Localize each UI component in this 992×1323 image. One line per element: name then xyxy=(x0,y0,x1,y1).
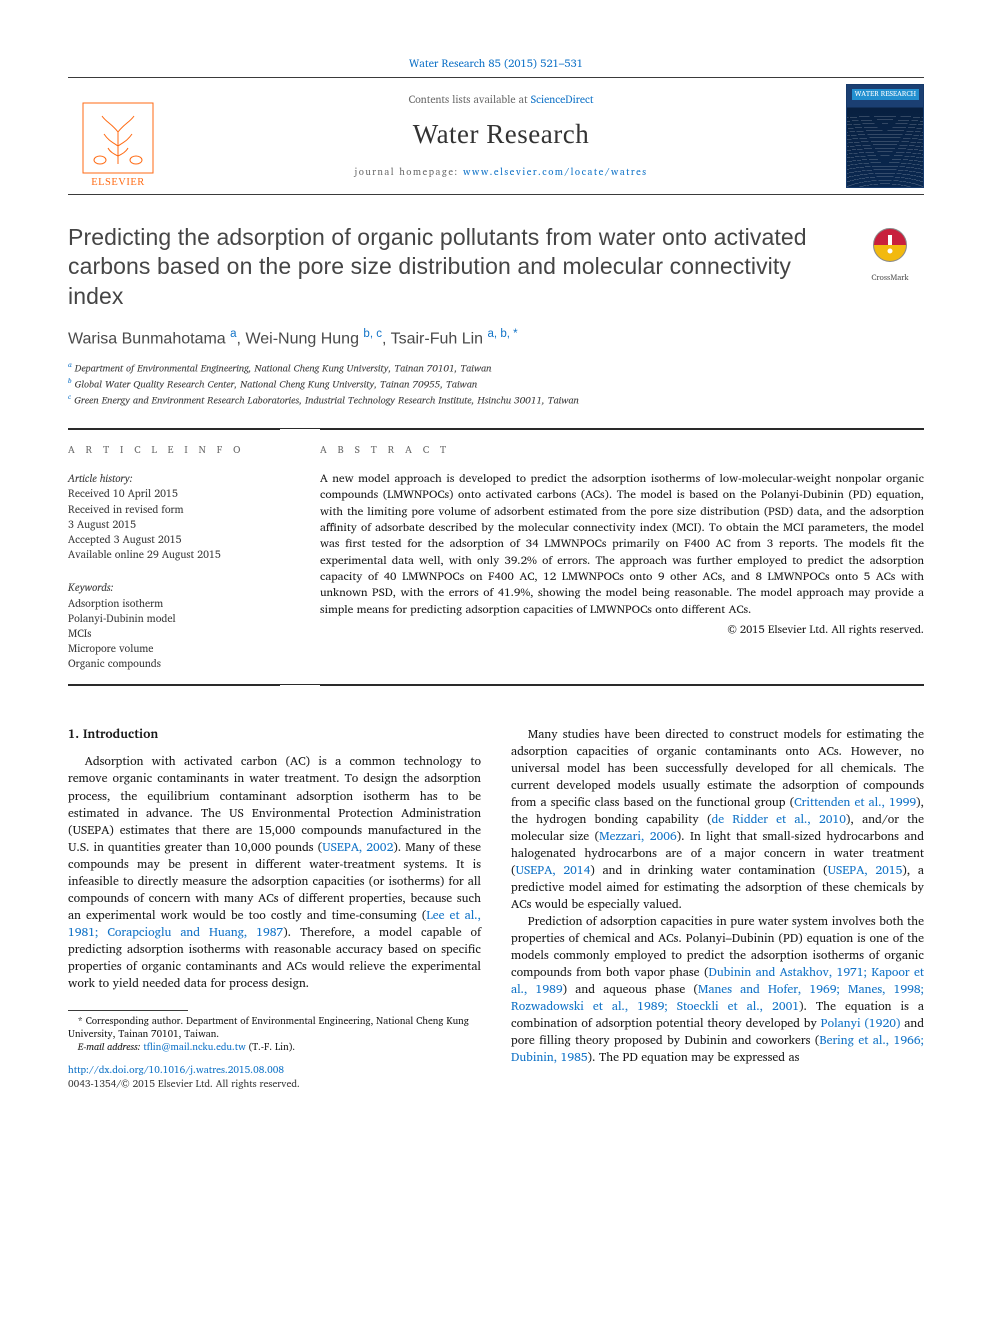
keyword: Organic compounds xyxy=(68,656,280,671)
body-paragraph: Prediction of adsorption capacities in p… xyxy=(511,913,924,1066)
journal-masthead: ELSEVIER Contents lists available at Sci… xyxy=(68,77,924,195)
contents-prefix: Contents lists available at xyxy=(409,90,531,108)
corr-email-link[interactable]: tflin@mail.ncku.edu.tw xyxy=(143,1039,245,1055)
elsevier-tree-icon xyxy=(82,102,154,174)
citation-link[interactable]: Water Research 85 (2015) 521–531 xyxy=(409,54,583,72)
issn-copyright: 0043-1354/© 2015 Elsevier Ltd. All right… xyxy=(68,1077,481,1091)
affiliations: a Department of Environmental Engineerin… xyxy=(68,360,924,407)
crossmark-badge[interactable]: CrossMark xyxy=(856,223,924,283)
section-number: 1. xyxy=(68,724,79,744)
body-paragraph: Adsorption with activated carbon (AC) is… xyxy=(68,753,481,991)
keywords-block: Keywords: Adsorption isothermPolanyi-Dub… xyxy=(68,580,280,671)
publisher-logo: ELSEVIER xyxy=(68,78,168,194)
article-info-heading: A R T I C L E I N F O xyxy=(68,444,280,458)
sciencedirect-link[interactable]: ScienceDirect xyxy=(531,90,594,108)
article-title: Predicting the adsorption of organic pol… xyxy=(68,223,840,311)
homepage-prefix: journal homepage: xyxy=(354,165,462,180)
journal-name: Water Research xyxy=(168,116,834,152)
affiliation: a Department of Environmental Engineerin… xyxy=(68,360,924,376)
crossmark-icon xyxy=(864,227,916,269)
article-history: Article history: Received 10 April 2015R… xyxy=(68,471,280,562)
abstract-text: A new model approach is developed to pre… xyxy=(320,471,924,618)
page-footer: http://dx.doi.org/10.1016/j.watres.2015.… xyxy=(68,1063,481,1091)
keyword: Polanyi-Dubinin model xyxy=(68,611,280,626)
abstract-copyright: © 2015 Elsevier Ltd. All rights reserved… xyxy=(320,622,924,637)
section-heading: 1. Introduction xyxy=(68,726,481,744)
history-line: Available online 29 August 2015 xyxy=(68,547,280,562)
section-title: Introduction xyxy=(83,724,158,744)
journal-homepage-line: journal homepage: www.elsevier.com/locat… xyxy=(168,167,834,180)
affiliation: c Green Energy and Environment Research … xyxy=(68,392,924,408)
footnotes: * Corresponding author. Department of En… xyxy=(68,1015,481,1055)
body-paragraph: Many studies have been directed to const… xyxy=(511,726,924,913)
email-label: E-mail address: xyxy=(78,1039,141,1055)
author-list: Warisa Bunmahotama a, Wei-Nung Hung b, c… xyxy=(68,327,924,350)
affiliation: b Global Water Quality Research Center, … xyxy=(68,376,924,392)
contents-available-line: Contents lists available at ScienceDirec… xyxy=(168,92,834,106)
article-body: 1. Introduction Adsorption with activate… xyxy=(68,726,924,1091)
journal-cover: WATER RESEARCH xyxy=(834,78,924,194)
cover-badge: WATER RESEARCH xyxy=(852,89,919,100)
email-tail: (T.-F. Lin). xyxy=(249,1039,296,1055)
email-line: E-mail address: tflin@mail.ncku.edu.tw (… xyxy=(68,1041,481,1054)
publisher-name: ELSEVIER xyxy=(91,176,145,190)
crossmark-label: CrossMark xyxy=(856,272,924,283)
corresponding-author-note: * Corresponding author. Department of En… xyxy=(68,1015,481,1041)
abstract-heading: A B S T R A C T xyxy=(320,444,924,458)
journal-homepage-link[interactable]: www.elsevier.com/locate/watres xyxy=(463,165,648,180)
